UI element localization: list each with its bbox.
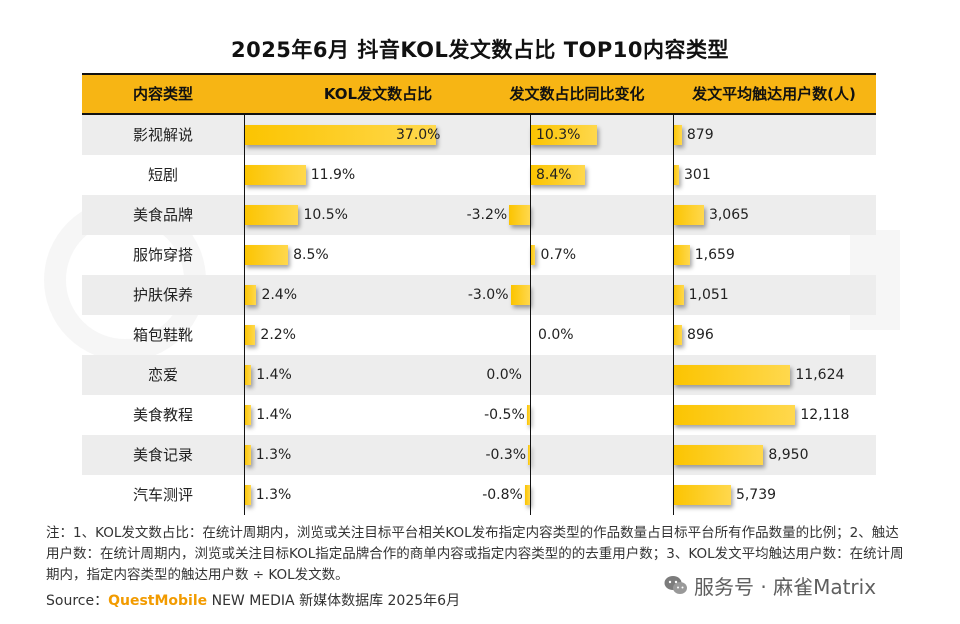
- table-row: 护肤保养 2.4% -3.0% 1,051: [82, 275, 876, 315]
- footnote: 注：1、KOL发文数占比：在统计周期内，浏览或关注目标平台相关KOL发布指定内容…: [46, 525, 904, 583]
- reach-bar: [673, 365, 791, 385]
- category-label: 美食品牌: [132, 206, 193, 224]
- header-yoy: 发文数占比同比变化: [509, 85, 645, 103]
- reach-bar: [673, 285, 684, 305]
- source-label: Source：: [46, 593, 109, 609]
- category-label: 美食记录: [132, 446, 193, 464]
- category-label: 箱包鞋靴: [132, 326, 193, 344]
- yoy-zero-line: [530, 115, 531, 515]
- table-row: 美食品牌 10.5% -3.2% 3,065: [82, 195, 876, 235]
- wechat-icon: [664, 576, 687, 594]
- reach-bar: [673, 125, 682, 145]
- reach-value-label: 896: [687, 327, 714, 343]
- share-bar: [244, 285, 257, 305]
- share-value-label: 1.4%: [256, 407, 292, 423]
- reach-bar: [673, 405, 796, 425]
- yoy-bar: [510, 285, 530, 305]
- reach-bar: [673, 325, 683, 345]
- yoy-value-label: 8.4%: [536, 167, 572, 183]
- reach-value-label: 1,051: [688, 287, 729, 303]
- reach-axis-line: [673, 115, 674, 515]
- table-row: 美食教程 1.4% -0.5% 12,118: [82, 395, 876, 435]
- category-label: 服饰穿搭: [132, 246, 193, 264]
- share-value-label: 1.4%: [256, 367, 292, 383]
- category-label: 恋爱: [147, 366, 178, 384]
- reach-value-label: 301: [684, 167, 711, 183]
- watermark-text: 服务号 · 麻雀Matrix: [694, 575, 877, 599]
- share-bar: [244, 325, 256, 345]
- reach-value-label: 1,659: [694, 247, 735, 263]
- header-reach: 发文平均触达用户数(人): [692, 85, 856, 103]
- yoy-value-label: -3.2%: [466, 207, 508, 223]
- table-row: 美食记录 1.3% -0.3% 8,950: [82, 435, 876, 475]
- reach-value-label: 3,065: [708, 207, 750, 223]
- reach-bar: [673, 485, 731, 505]
- yoy-bar: [530, 165, 585, 185]
- yoy-bar: [528, 445, 530, 465]
- reach-value-label: 5,739: [735, 487, 777, 503]
- category-label: 汽车测评: [132, 486, 193, 504]
- yoy-value-label: 0.0%: [486, 367, 522, 383]
- table-row: 恋爱 1.4% 0.0% 11,624: [82, 355, 876, 395]
- share-value-label: 2.2%: [260, 327, 296, 343]
- reach-value-label: 11,624: [795, 367, 845, 383]
- yoy-value-label: -0.5%: [484, 407, 525, 423]
- reach-bar: [673, 205, 704, 225]
- reach-bar: [673, 445, 764, 465]
- table-row: 汽车测评 1.3% -0.8% 5,739: [82, 475, 876, 515]
- share-bar: [244, 125, 436, 145]
- header-type: 内容类型: [132, 85, 193, 103]
- reach-value-label: 12,118: [800, 407, 850, 423]
- yoy-value-label: 10.3%: [536, 127, 581, 143]
- table-row: 影视解说 37.0% 10.3% 879: [82, 115, 876, 155]
- chart-title: 2025年6月 抖音KOL发文数占比 TOP10内容类型: [230, 38, 730, 62]
- category-label: 短剧: [147, 166, 178, 184]
- share-value-label: 11.9%: [310, 167, 356, 183]
- yoy-bar: [509, 205, 530, 225]
- header-share: KOL发文数占比: [323, 85, 433, 103]
- share-value-label: 8.5%: [293, 247, 329, 263]
- reach-bar: [673, 245, 690, 265]
- share-bar: [244, 245, 289, 265]
- yoy-bar: [526, 405, 530, 425]
- share-value-label: 1.3%: [255, 487, 292, 503]
- share-value-label: 2.4%: [261, 287, 298, 303]
- share-bar: [244, 205, 299, 225]
- yoy-value-label: 0.0%: [538, 327, 574, 343]
- share-value-label: 10.5%: [303, 207, 348, 223]
- table-top-rule: [82, 73, 876, 75]
- yoy-bar: [530, 125, 597, 145]
- table-header: 内容类型 KOL发文数占比 发文数占比同比变化 发文平均触达用户数(人): [82, 75, 876, 113]
- category-label: 护肤保养: [132, 286, 193, 304]
- yoy-value-label: -0.8%: [482, 487, 523, 503]
- yoy-bar: [530, 245, 535, 265]
- table-row: 箱包鞋靴 2.2% 0.0% 896: [82, 315, 876, 355]
- share-axis-line: [244, 115, 245, 515]
- source-brand: QuestMobile: [108, 593, 208, 609]
- source-text: NEW MEDIA 新媒体数据库 2025年6月: [207, 593, 461, 609]
- reach-bar: [673, 165, 679, 185]
- yoy-value-label: 0.7%: [540, 247, 577, 263]
- yoy-value-label: -3.0%: [467, 287, 509, 303]
- reach-value-label: 879: [686, 127, 714, 143]
- table-header-rule: [82, 113, 876, 115]
- source-line: Source：QuestMobile NEW MEDIA 新媒体数据库 2025…: [46, 590, 460, 610]
- category-label: 影视解说: [132, 126, 193, 144]
- share-bar: [244, 165, 306, 185]
- table-row: 短剧 11.9% 8.4% 301: [82, 155, 876, 195]
- share-value-label: 1.3%: [255, 447, 292, 463]
- share-value-label: 37.0%: [396, 127, 441, 143]
- yoy-value-label: -0.3%: [485, 447, 527, 463]
- yoy-bar: [524, 485, 530, 505]
- share-bar: [244, 405, 252, 425]
- reach-value-label: 8,950: [768, 447, 809, 463]
- share-bar: [244, 365, 252, 385]
- table-row: 服饰穿搭 8.5% 0.7% 1,659: [82, 235, 876, 275]
- category-label: 美食教程: [132, 406, 193, 424]
- share-bar: [244, 445, 251, 465]
- share-bar: [244, 485, 251, 505]
